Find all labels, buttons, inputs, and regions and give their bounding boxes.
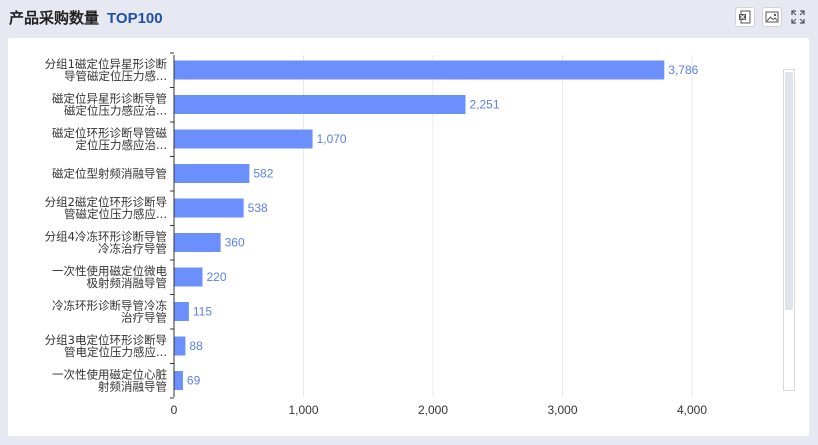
category-label: 分组4冷冻环形诊断导管冷冻治疗导管 xyxy=(45,230,167,256)
export-excel-button[interactable] xyxy=(735,7,755,27)
bar xyxy=(174,371,183,390)
chart-card: 3,786 分组1磁定位异星形诊断导管磁定位压力感... 2,251 磁定位异星形诊断… xyxy=(8,38,809,436)
image-export-icon xyxy=(765,11,779,23)
category-label: 分组1磁定位异星形诊断导管磁定位压力感... xyxy=(45,57,168,83)
x-tick-label: 0 xyxy=(171,403,178,417)
bar-value-label: 2,251 xyxy=(470,98,500,112)
excel-export-icon xyxy=(739,10,751,24)
category-label: 一次性使用磁定位微电极射频消融导管 xyxy=(52,264,167,290)
chart-header: 产品采购数量 TOP100 xyxy=(0,0,818,36)
bar xyxy=(174,129,313,149)
bar-value-label: 360 xyxy=(225,236,245,250)
fullscreen-button[interactable] xyxy=(788,7,808,27)
bar-chart: 3,786 分组1磁定位异星形诊断导管磁定位压力感... 2,251 磁定位异星形诊断… xyxy=(45,52,707,417)
chart-title: 产品采购数量 TOP100 xyxy=(9,7,163,28)
bar xyxy=(174,198,244,218)
category-label: 磁定位异星形诊断导管磁定位压力感应治... xyxy=(52,92,167,118)
category-label: 分组2磁定位环形诊断导管磁定位压力感应... xyxy=(45,195,167,221)
bar-value-label: 1,070 xyxy=(317,132,347,146)
category-label: 冷冻环形诊断导管冷冻治疗导管 xyxy=(52,299,167,325)
bar xyxy=(174,336,186,356)
bar-value-label: 538 xyxy=(248,201,268,215)
category-label: 一次性使用磁定位心脏射频消融导管 xyxy=(52,368,167,394)
bar xyxy=(174,164,250,183)
bar xyxy=(174,267,203,287)
category-label: 磁定位型射频消融导管 xyxy=(52,167,167,181)
bar-value-label: 3,786 xyxy=(668,63,698,77)
bar-value-label: 69 xyxy=(187,374,201,388)
bar-value-label: 115 xyxy=(193,305,212,319)
export-image-button[interactable] xyxy=(762,7,782,27)
fullscreen-icon xyxy=(791,10,805,24)
category-label: 磁定位环形诊断导管磁定位压力感应治... xyxy=(52,126,167,152)
bar-value-label: 220 xyxy=(206,270,226,284)
bar xyxy=(174,302,189,321)
chart-scrollbar-thumb[interactable] xyxy=(785,72,793,310)
x-tick-label: 3,000 xyxy=(547,403,577,417)
x-tick-label: 1,000 xyxy=(288,403,318,417)
bar xyxy=(174,60,665,80)
bar-value-label: 88 xyxy=(189,339,203,353)
category-label: 分组3电定位环形诊断导管电定位压力感应... xyxy=(45,333,167,359)
chart-scrollbar[interactable] xyxy=(783,69,795,391)
chart-title-accent: TOP100 xyxy=(107,10,163,27)
bar xyxy=(174,95,466,114)
bar xyxy=(174,233,221,252)
x-tick-label: 4,000 xyxy=(677,403,707,417)
x-tick-label: 2,000 xyxy=(418,403,448,417)
bar-value-label: 582 xyxy=(253,167,273,181)
chart-title-text: 产品采购数量 xyxy=(9,10,100,27)
